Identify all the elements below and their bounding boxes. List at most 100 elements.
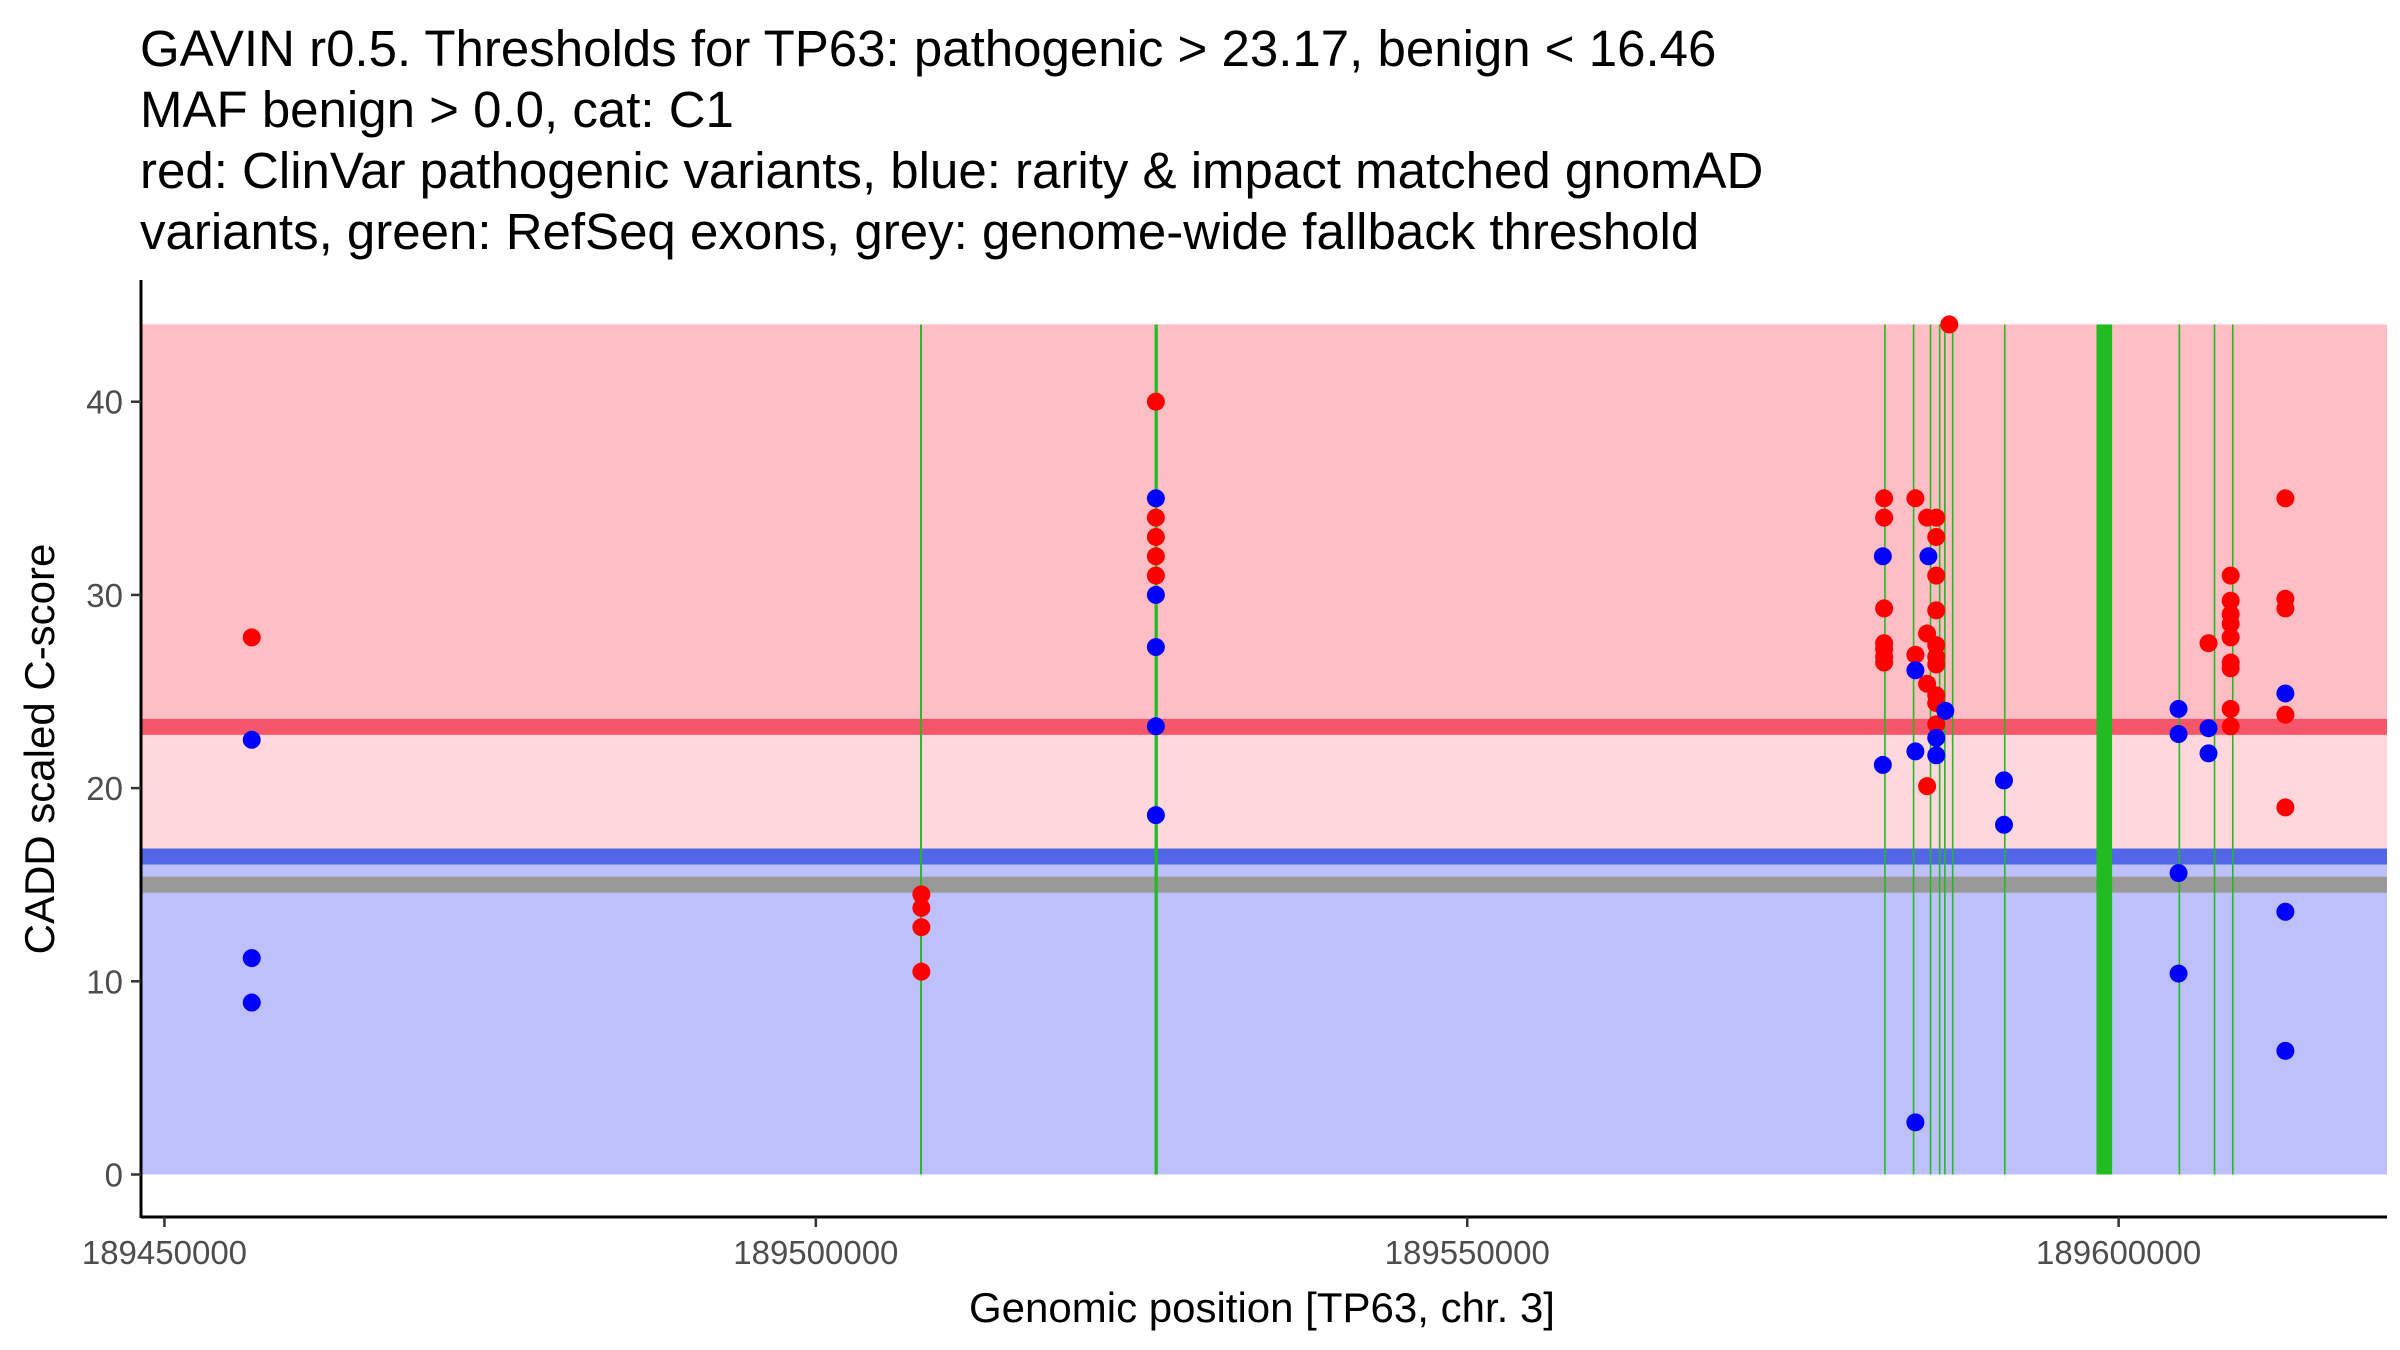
title-line-2: MAF benign > 0.0, cat: C1 [140,81,734,138]
clinvar-point-34 [1940,315,1959,334]
x-axis-label: Genomic position [TP63, chr. 3] [969,1284,1555,1331]
gnomad-point-19 [1994,815,2013,834]
gnomad-point-10 [1873,755,1892,774]
gnomad-point-18 [1994,771,2013,790]
intermediate-zone [141,726,2387,857]
axis-ticks: 0 10 20 30 40 189450000 189500000 189550000 1896… [82,384,2201,1271]
pathogenic-threshold-line [141,718,2387,735]
gnomad-point-6 [1146,638,1165,657]
gnomad-point-14 [1919,547,1938,566]
gnomad-point-4 [1146,489,1165,508]
axes [139,280,2387,1219]
gnomad-point-8 [1146,806,1165,825]
clinvar-point-48 [2276,705,2295,724]
genome-wide-fallback-threshold-line [141,876,2387,893]
clinvar-point-24 [1927,508,1946,527]
clinvar-point-3 [912,898,931,917]
gnomad-point-25 [2199,744,2218,763]
clinvar-point-11 [1875,489,1894,508]
gnomad-point-15 [1927,728,1946,747]
gnomad-point-11 [1906,661,1925,680]
clinvar-point-42 [2221,659,2240,678]
clinvar-point-49 [2276,798,2295,817]
gnomad-point-1 [242,730,261,749]
gnomad-point-17 [1936,701,1955,720]
clinvar-point-40 [2221,628,2240,647]
x-tick-label-189450000: 189450000 [82,1234,247,1271]
y-axis-label: CADD scaled C-score [16,544,63,955]
title-line-3: red: ClinVar pathogenic variants, blue: … [140,142,1764,199]
benign-threshold-line [141,848,2387,865]
clinvar-point-12 [1875,508,1894,527]
clinvar-point-8 [1146,527,1165,546]
clinvar-point-37 [2221,591,2240,610]
clinvar-point-19 [1906,645,1925,664]
pathogenic-zone [141,324,2387,727]
y-tick-label-20: 20 [86,770,123,807]
clinvar-point-43 [2221,699,2240,718]
clinvar-point-17 [1875,653,1894,672]
clinvar-point-10 [1146,566,1165,585]
exon-11 [2178,324,2181,1175]
gnomad-point-3 [242,993,261,1012]
clinvar-point-13 [1875,599,1894,618]
clinvar-point-35 [2199,634,2218,653]
gnomad-point-20 [2169,699,2188,718]
gnomad-point-16 [1927,746,1946,765]
gnomad-point-27 [2276,902,2295,921]
y-tick-label-30: 30 [86,577,123,614]
exon-1 [920,324,923,1175]
gnomad-point-26 [2276,684,2295,703]
exon-7 [1944,324,1946,1175]
x-tick-label-189600000: 189600000 [2036,1234,2201,1271]
exon-9 [2003,324,2006,1175]
gnomad-point-12 [1906,742,1925,761]
clinvar-point-26 [1927,566,1946,585]
exon-13 [2231,324,2234,1175]
variant-points [242,315,2295,1132]
clinvar-point-9 [1146,547,1165,566]
clinvar-point-45 [2276,489,2295,508]
x-tick-label-189550000: 189550000 [1385,1234,1550,1271]
benign-zone [141,856,2387,1175]
clinvar-point-2 [912,885,931,904]
clinvar-point-30 [1927,655,1946,674]
exon-10 [2096,324,2113,1175]
gnomad-point-22 [2169,864,2188,883]
exon-2 [1154,324,1158,1175]
clinvar-point-18 [1906,489,1925,508]
clinvar-point-6 [1146,392,1165,411]
exon-8 [1951,324,1954,1175]
clinvar-point-47 [2276,599,2295,618]
title-line-4: variants, green: RefSeq exons, grey: gen… [140,203,1700,260]
clinvar-point-1 [242,628,261,647]
exon-3 [1884,324,1886,1175]
threshold-bands [141,324,2387,1175]
clinvar-point-25 [1927,527,1946,546]
y-tick-label-40: 40 [86,384,123,421]
y-tick-label-0: 0 [105,1156,123,1193]
clinvar-point-36 [2221,566,2240,585]
clinvar-point-27 [1927,601,1946,620]
gnomad-point-13 [1906,1113,1925,1132]
title-line-1: GAVIN r0.5. Thresholds for TP63: pathoge… [140,20,1717,77]
threshold-lines [141,718,2387,893]
clinvar-point-33 [1927,715,1946,734]
clinvar-point-4 [912,918,931,937]
gnomad-point-28 [2276,1041,2295,1060]
clinvar-point-23 [1918,777,1937,796]
gnomad-point-23 [2169,964,2188,983]
y-tick-label-10: 10 [86,963,123,1000]
clinvar-point-5 [912,962,931,981]
clinvar-point-39 [2221,614,2240,633]
clinvar-point-44 [2221,717,2240,736]
gnomad-point-2 [242,949,261,968]
x-tick-label-189500000: 189500000 [733,1234,898,1271]
gnomad-point-5 [1146,585,1165,604]
gnomad-point-7 [1146,717,1165,736]
gnomad-point-9 [1873,547,1892,566]
chart-title: GAVIN r0.5. Thresholds for TP63: pathoge… [140,18,2340,262]
clinvar-point-7 [1146,508,1165,527]
gnomad-point-21 [2169,725,2188,744]
